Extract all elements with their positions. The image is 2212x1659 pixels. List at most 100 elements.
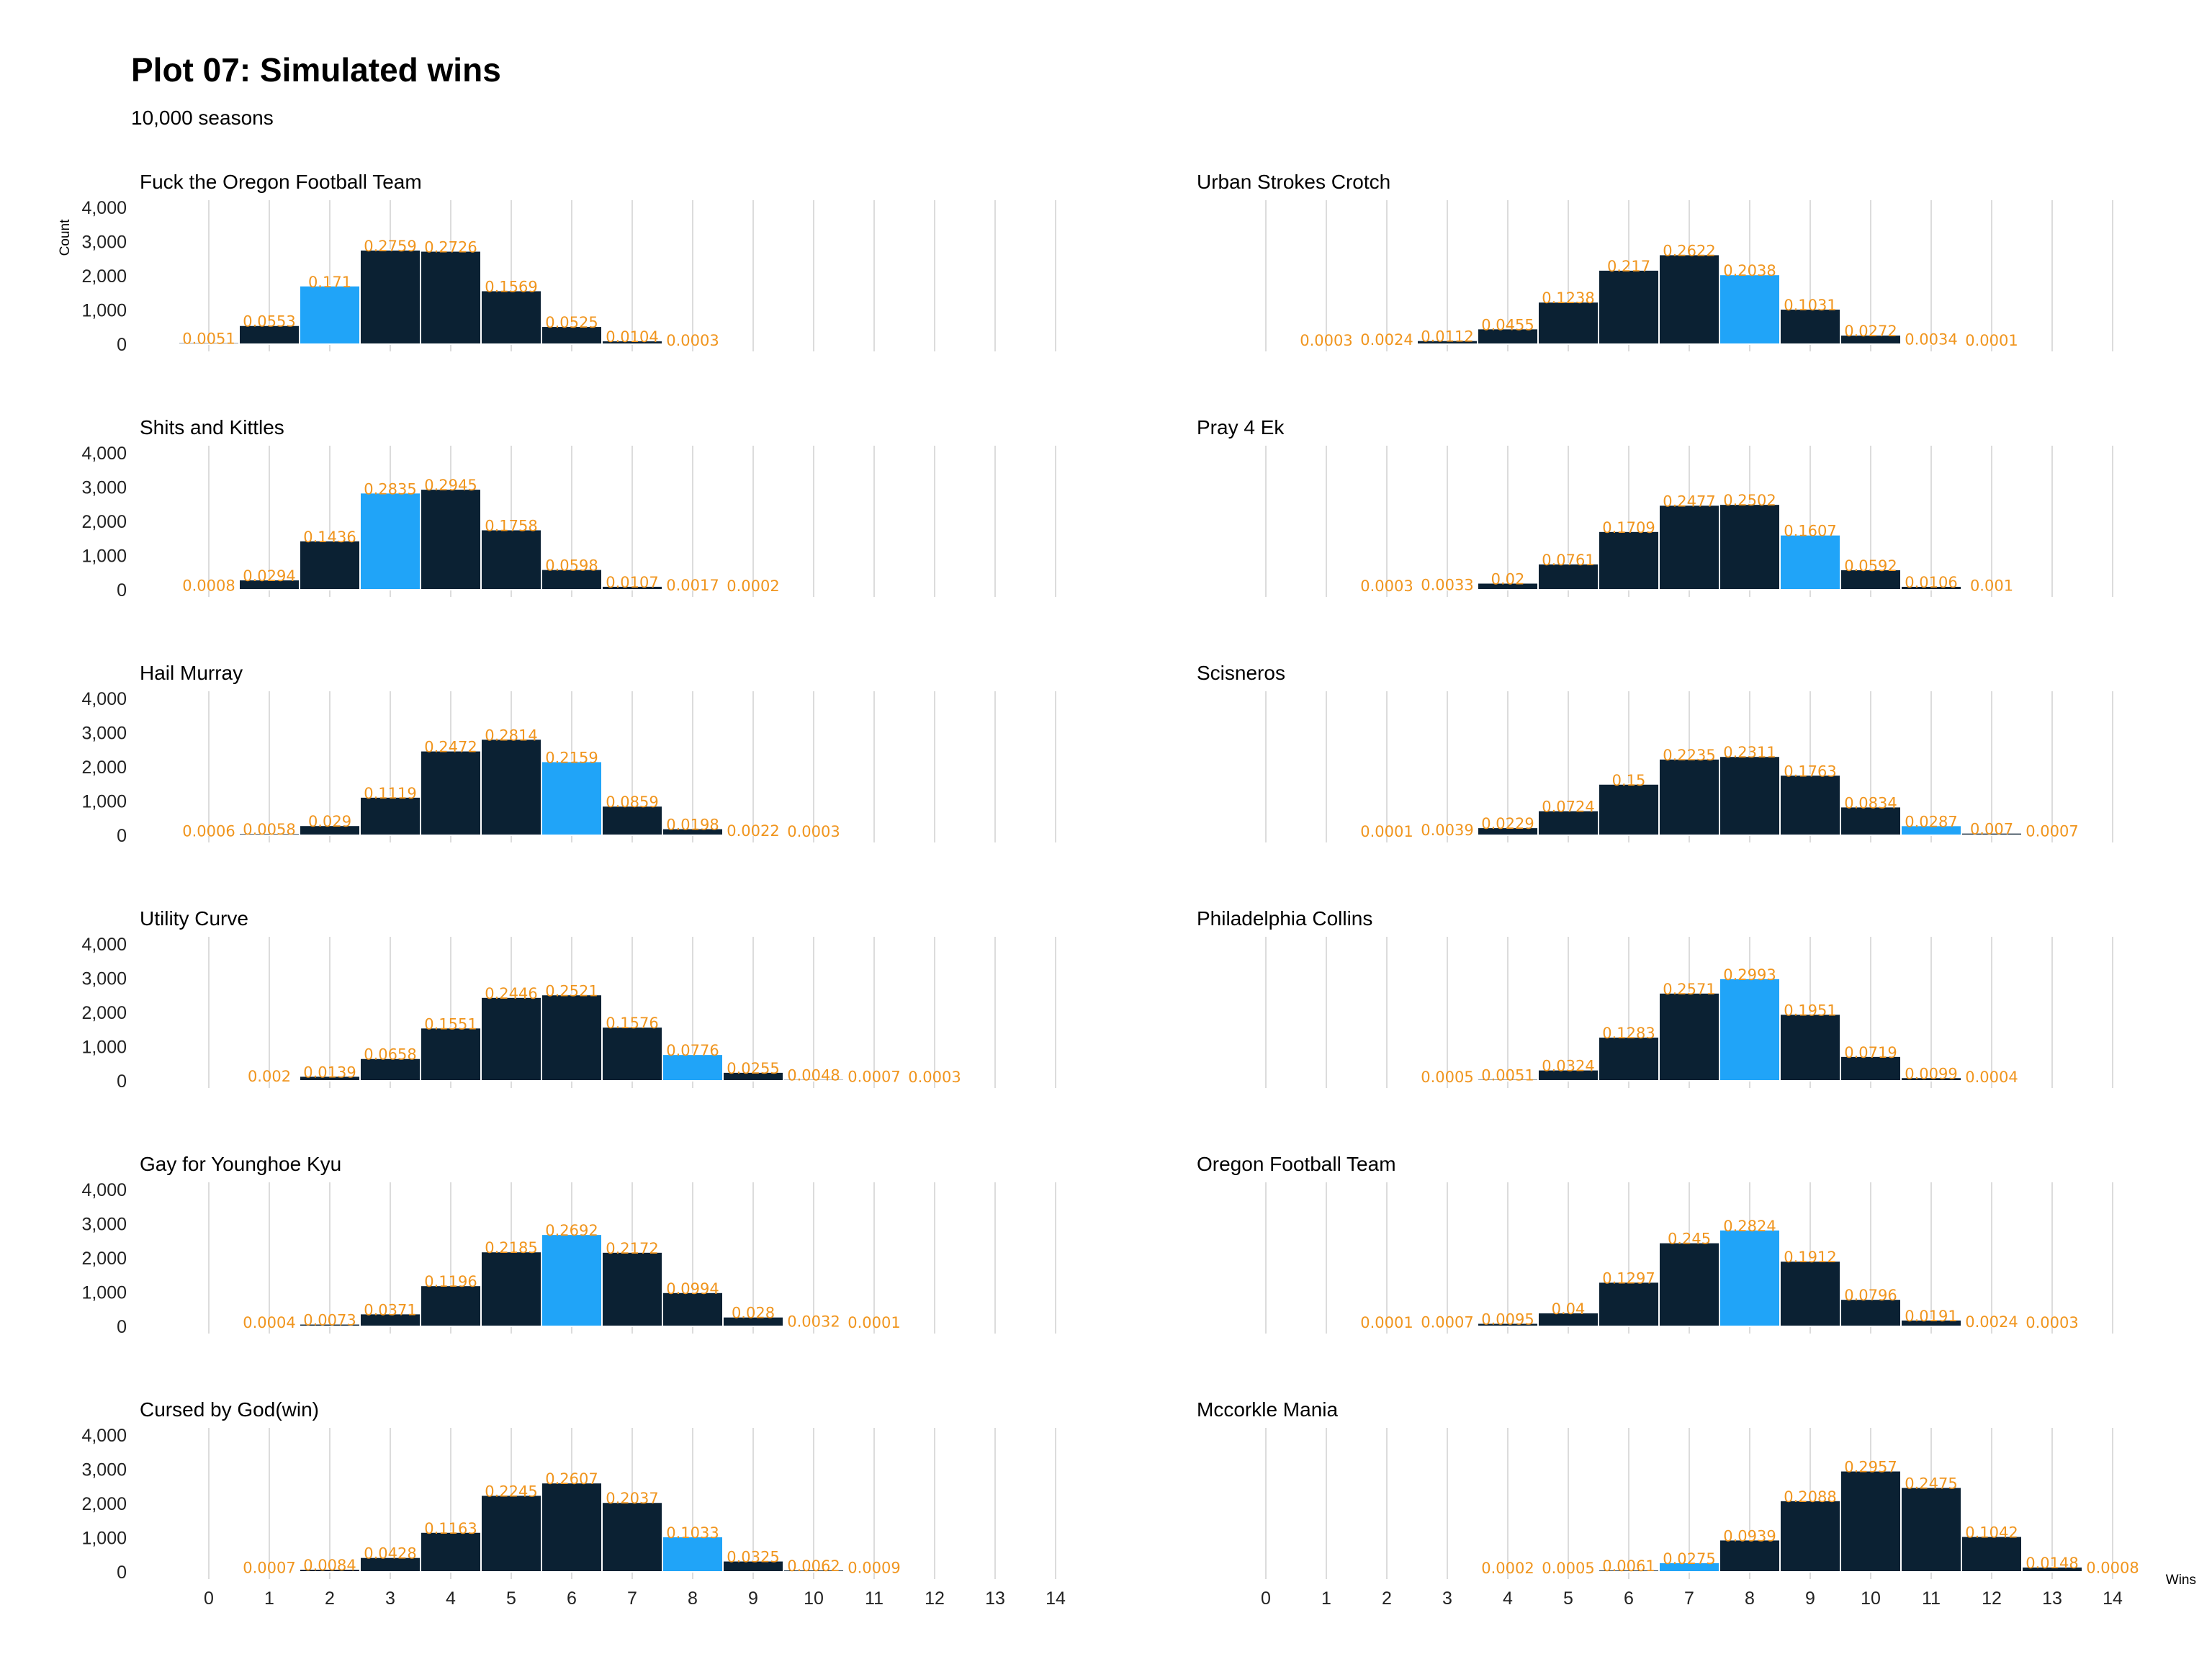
bar (1779, 1013, 1841, 1082)
data-label: 0.1119 (364, 785, 416, 802)
y-tick-label: 4,000 (81, 444, 127, 464)
data-label: 0.0455 (1481, 316, 1534, 333)
data-label: 0.1042 (1965, 1524, 2018, 1542)
bar (299, 284, 361, 345)
bar (541, 760, 603, 837)
bar (904, 1079, 966, 1082)
panel-title: Hail Murray (140, 662, 243, 684)
bar (359, 796, 421, 837)
panel-title: Gay for Younghoe Kyu (140, 1153, 341, 1175)
panel-title: Pray 4 Ek (1197, 416, 1285, 439)
bar (359, 248, 421, 346)
data-label: 0.0006 (182, 823, 235, 840)
data-label: 0.217 (1607, 258, 1650, 275)
bar (420, 250, 482, 346)
bar (1840, 1298, 1902, 1327)
y-tick-label: 2,000 (81, 757, 127, 778)
data-label: 0.0724 (1542, 799, 1594, 816)
bar (1840, 334, 1902, 345)
data-label: 0.2622 (1663, 242, 1715, 259)
x-tick-label: 3 (1442, 1588, 1452, 1609)
data-label: 0.1551 (424, 1015, 477, 1033)
x-tick-label: 0 (204, 1588, 214, 1609)
data-label: 0.0428 (364, 1545, 416, 1563)
data-label: 0.0007 (1421, 1314, 1473, 1331)
x-tick-label: 4 (446, 1588, 456, 1609)
y-tick-label: 3,000 (81, 724, 127, 744)
data-label: 0.0034 (1905, 331, 1957, 348)
data-label: 0.0994 (666, 1280, 719, 1298)
bar (662, 1053, 724, 1082)
bar (1779, 1499, 1841, 1573)
chart-title: Plot 07: Simulated wins (131, 51, 501, 89)
y-tick-label: 3,000 (81, 478, 127, 498)
data-label: 0.0371 (364, 1301, 416, 1318)
y-tick-label: 3,000 (81, 233, 127, 253)
y-tick-label: 4,000 (81, 689, 127, 709)
bar (2082, 1570, 2144, 1573)
data-label: 0.04 (1552, 1300, 1586, 1318)
bar (1719, 274, 1781, 346)
data-label: 0.0003 (787, 823, 840, 840)
data-label: 0.0139 (303, 1064, 356, 1081)
data-label: 0.0287 (1905, 813, 1957, 830)
bar (480, 996, 542, 1082)
data-label: 0.002 (248, 1068, 291, 1085)
data-label: 0.0005 (1542, 1560, 1594, 1577)
data-label: 0.1283 (1602, 1025, 1655, 1042)
data-label: 0.0272 (1844, 323, 1897, 340)
bar (359, 492, 421, 591)
bar (601, 1026, 663, 1082)
y-tick-label: 1,000 (81, 301, 127, 321)
bar (420, 1531, 482, 1573)
data-label: 0.2446 (485, 985, 537, 1002)
y-tick-label: 1,000 (81, 547, 127, 567)
data-label: 0.0104 (606, 328, 658, 346)
data-label: 0.0003 (1300, 332, 1352, 349)
x-tick-label: 2 (1382, 1588, 1392, 1609)
data-label: 0.0598 (545, 557, 598, 575)
bar (1537, 562, 1599, 590)
bar (1658, 992, 1720, 1082)
x-tick-label: 10 (804, 1588, 824, 1609)
bar (1537, 809, 1599, 836)
bar (420, 1285, 482, 1327)
bar (1658, 1241, 1720, 1327)
data-label: 0.2088 (1784, 1488, 1836, 1506)
data-label: 0.2159 (545, 749, 598, 766)
y-tick-label: 2,000 (81, 512, 127, 532)
x-tick-label: 13 (2042, 1588, 2062, 1609)
data-label: 0.2245 (485, 1483, 537, 1500)
panel-title: Fuck the Oregon Football Team (140, 171, 422, 193)
data-label: 0.1709 (1602, 519, 1655, 536)
bar (1840, 1470, 1902, 1573)
bar (1900, 585, 1962, 591)
bar (1779, 534, 1841, 590)
data-label: 0.0032 (787, 1313, 840, 1330)
data-label: 0.0033 (1421, 576, 1473, 593)
x-tick-label: 9 (1805, 1588, 1815, 1609)
data-label: 0.0002 (1481, 1560, 1534, 1577)
bar (1900, 1318, 1962, 1327)
data-label: 0.1436 (303, 529, 356, 546)
bar (299, 539, 361, 590)
y-tick-label: 0 (117, 1317, 127, 1337)
bar (722, 1316, 784, 1327)
y-tick-label: 4,000 (81, 198, 127, 218)
bar (1961, 342, 2023, 345)
data-label: 0.0007 (243, 1560, 295, 1577)
bar (2021, 1324, 2083, 1327)
data-label: 0.0048 (787, 1067, 840, 1084)
data-label: 0.2957 (1844, 1459, 1897, 1476)
bar (783, 833, 845, 836)
data-label: 0.2824 (1723, 1218, 1776, 1235)
data-label: 0.1758 (485, 517, 537, 534)
panel-title: Scisneros (1197, 662, 1285, 684)
data-label: 0.0761 (1542, 552, 1594, 569)
bar (359, 1057, 421, 1082)
bar (662, 827, 724, 836)
data-label: 0.0003 (2026, 1314, 2078, 1331)
data-label: 0.0106 (1905, 574, 1957, 591)
data-label: 0.1238 (1542, 289, 1594, 307)
x-tick-label: 12 (925, 1588, 945, 1609)
